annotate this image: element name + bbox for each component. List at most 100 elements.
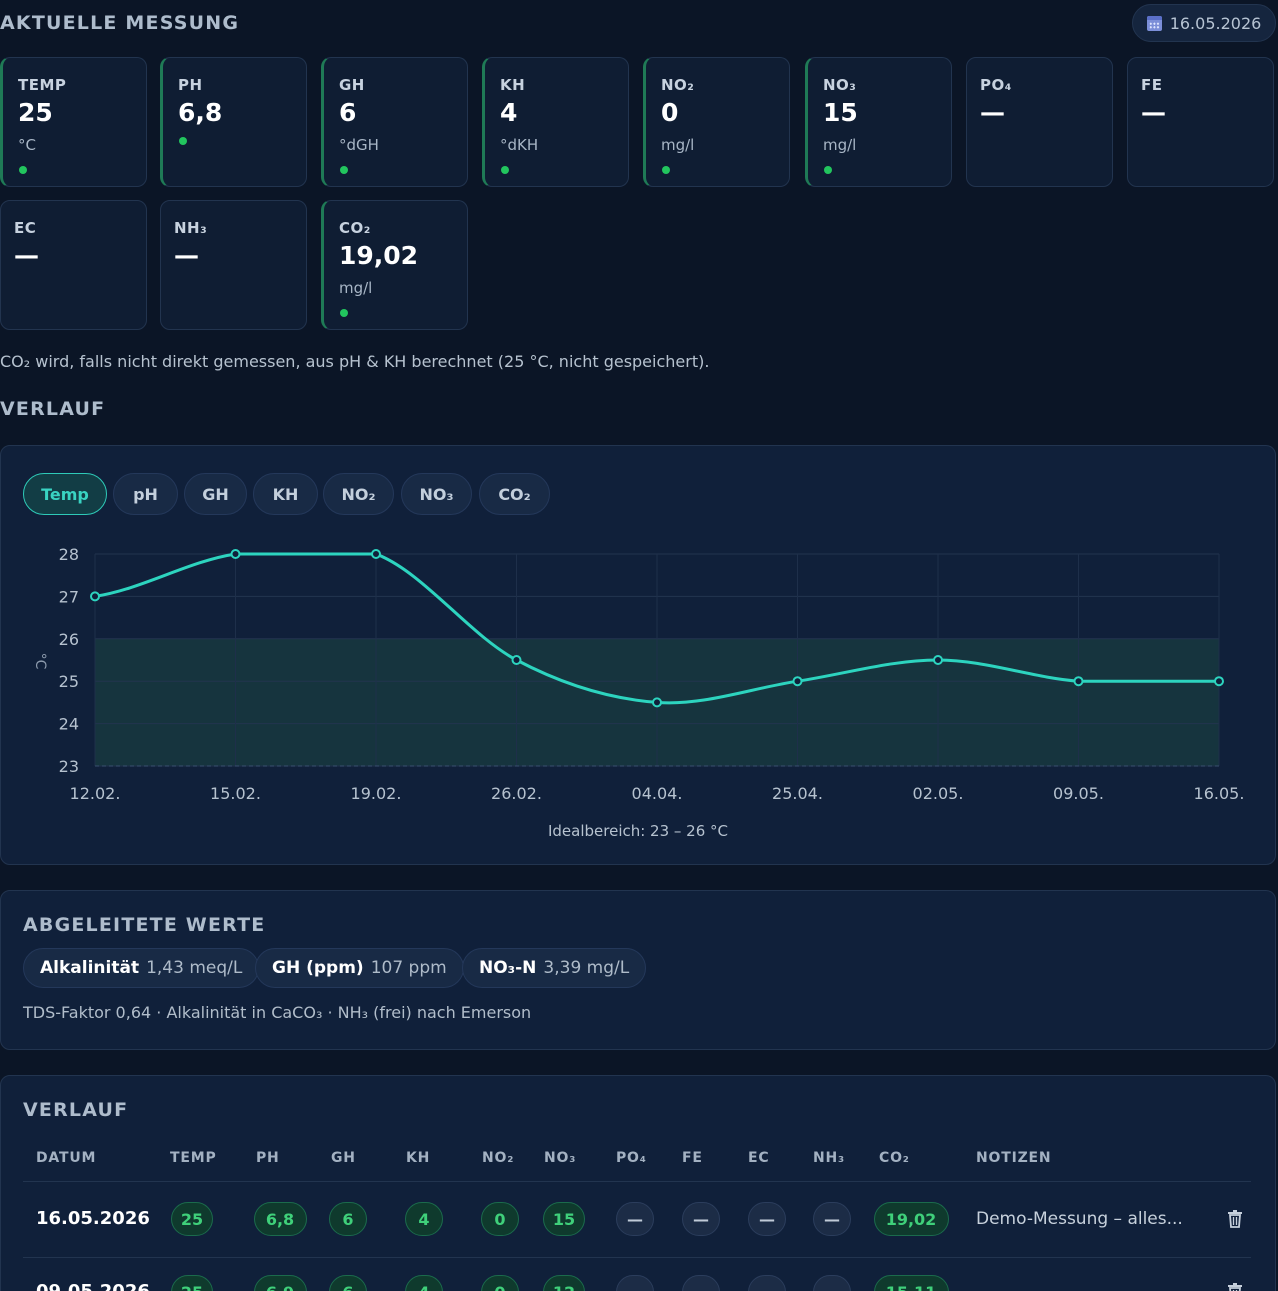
card-gh[interactable]: GH 6 °dGH (321, 57, 468, 187)
value-badge: — (616, 1202, 654, 1236)
tab-0[interactable]: Temp (23, 473, 107, 515)
row-date: 09.05.2026 (36, 1281, 150, 1291)
column-header: GH (331, 1150, 356, 1166)
status-dot (179, 137, 187, 145)
value-badge: 0 (481, 1202, 519, 1236)
card-label: TEMP (18, 76, 67, 94)
card-value: — (174, 241, 199, 270)
card-value: 25 (18, 98, 53, 127)
card-unit: °dKH (500, 136, 539, 154)
card-label: CO₂ (339, 219, 371, 237)
trash-icon[interactable] (1227, 1283, 1243, 1291)
ideal-range-caption: Idealbereich: 23 – 26 °C (547, 822, 729, 840)
column-header: FE (682, 1150, 703, 1166)
value-badge: — (682, 1202, 720, 1236)
date-label: 16.05.2026 (1169, 13, 1262, 33)
card-value: — (1141, 98, 1166, 127)
tab-2[interactable]: GH (184, 473, 247, 515)
column-header: NOTIZEN (976, 1150, 1052, 1166)
card-value: 15 (823, 98, 858, 127)
value-badge: 4 (405, 1202, 443, 1236)
status-dot (340, 309, 348, 317)
derived-label: GH (ppm) (272, 958, 364, 978)
value-badge: 15,11 (873, 1275, 949, 1291)
card-ph[interactable]: PH 6,8 (160, 57, 307, 187)
column-header: KH (406, 1150, 431, 1166)
card-label: GH (339, 76, 365, 94)
card-label: PO₄ (980, 76, 1012, 94)
card-no3[interactable]: NO₃ 15 mg/l (805, 57, 952, 187)
card-label: NO₂ (661, 76, 695, 94)
trash-icon[interactable] (1227, 1210, 1243, 1228)
card-nh3[interactable]: NH₃ — (160, 200, 307, 330)
derived-item-2: NO₃-N 3,39 mg/L (462, 948, 647, 988)
status-dot (824, 166, 832, 174)
card-temp[interactable]: TEMP 25 °C (0, 57, 147, 187)
column-header: NO₃ (544, 1150, 577, 1166)
derived-label: NO₃-N (479, 958, 537, 978)
row-divider (23, 1257, 1251, 1258)
status-dot (662, 166, 670, 174)
column-header: TEMP (170, 1150, 217, 1166)
derived-label: Alkalinität (40, 958, 140, 978)
card-unit: °dGH (339, 136, 379, 154)
column-header: PO₄ (616, 1150, 647, 1166)
date-picker[interactable]: 16.05.2026 (1132, 4, 1276, 42)
card-value: — (14, 241, 39, 270)
status-dot (19, 166, 27, 174)
header-divider (23, 1181, 1251, 1182)
value-badge: 6 (329, 1202, 367, 1236)
card-value: 6,8 (178, 98, 223, 127)
card-label: FE (1141, 76, 1163, 94)
tab-4[interactable]: NO₂ (323, 473, 394, 515)
value-badge: 6,9 (253, 1275, 307, 1291)
derived-value: 1,43 meq/L (146, 958, 243, 978)
column-header: PH (256, 1150, 280, 1166)
card-value: — (980, 98, 1005, 127)
tab-6[interactable]: CO₂ (479, 473, 550, 515)
row-note: Demo-Messung – alles... (976, 1209, 1183, 1229)
derived-value: 107 ppm (370, 958, 447, 978)
card-kh[interactable]: KH 4 °dKH (482, 57, 629, 187)
card-label: NO₃ (823, 76, 857, 94)
column-header: NH₃ (813, 1150, 845, 1166)
card-no2[interactable]: NO₂ 0 mg/l (643, 57, 790, 187)
value-badge: 15 (543, 1202, 585, 1236)
card-label: EC (14, 219, 37, 237)
card-unit: mg/l (661, 136, 695, 154)
value-badge: 6,8 (253, 1202, 307, 1236)
card-label: KH (500, 76, 526, 94)
calendar-icon (1146, 15, 1162, 31)
value-badge: 25 (171, 1202, 213, 1236)
history-title: VERLAUF (0, 398, 106, 420)
derived-footnote: TDS-Faktor 0,64 · Alkalinität in CaCO₃ ·… (23, 1003, 532, 1022)
page-title: AKTUELLE MESSUNG (0, 12, 240, 34)
card-fe[interactable]: FE — (1127, 57, 1274, 187)
card-value: 6 (339, 98, 357, 127)
card-value: 4 (500, 98, 518, 127)
derived-item-0: Alkalinität 1,43 meq/L (23, 948, 260, 988)
column-header: CO₂ (879, 1150, 910, 1166)
card-label: NH₃ (174, 219, 208, 237)
derived-title: ABGELEITETE WERTE (23, 914, 266, 936)
tab-3[interactable]: KH (253, 473, 318, 515)
card-ec[interactable]: EC — (0, 200, 147, 330)
column-header: DATUM (36, 1150, 97, 1166)
tab-1[interactable]: pH (113, 473, 178, 515)
tab-5[interactable]: NO₃ (401, 473, 472, 515)
card-co2[interactable]: CO₂ 19,02 mg/l (321, 200, 468, 330)
card-unit: mg/l (339, 279, 373, 297)
value-badge: 19,02 (873, 1202, 949, 1236)
card-po4[interactable]: PO₄ — (966, 57, 1113, 187)
card-value: 0 (661, 98, 679, 127)
co2-note: CO₂ wird, falls nicht direkt gemessen, a… (0, 352, 710, 371)
card-unit: mg/l (823, 136, 857, 154)
value-badge: — (748, 1202, 786, 1236)
derived-item-1: GH (ppm) 107 ppm (255, 948, 464, 988)
row-date: 16.05.2026 (36, 1208, 150, 1229)
value-badge: — (813, 1202, 851, 1236)
history-table-panel (0, 1075, 1276, 1291)
derived-value: 3,39 mg/L (543, 958, 630, 978)
card-label: PH (178, 76, 203, 94)
column-header: EC (748, 1150, 770, 1166)
